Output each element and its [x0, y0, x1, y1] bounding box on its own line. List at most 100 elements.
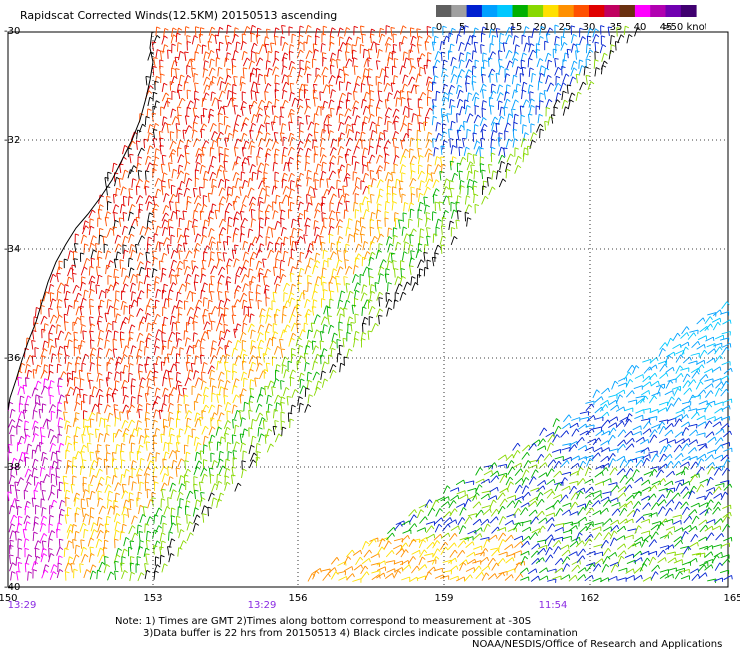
wind-barb [217, 100, 220, 110]
wind-barb-flag [323, 249, 328, 253]
wind-barb-flag [482, 100, 487, 103]
wind-barb-flag [498, 100, 503, 103]
wind-barb-flag [346, 176, 351, 179]
wind-barb-flag [201, 164, 206, 168]
colorbar-label: 35 [610, 22, 623, 33]
wind-barb-flag [339, 81, 344, 84]
wind-barb-flag [317, 202, 322, 206]
wind-barb [314, 226, 317, 236]
wind-barb [175, 332, 178, 342]
wind-barb [119, 259, 121, 269]
wind-barb [211, 97, 216, 107]
wind-barb [258, 243, 261, 253]
wind-barb [362, 186, 367, 195]
wind-barb [161, 155, 164, 165]
wind-barb-flag [159, 65, 164, 68]
wind-barb [417, 155, 421, 165]
wind-barb-flag [381, 68, 386, 72]
wind-barb-flag [434, 146, 439, 150]
wind-barb-flag [362, 121, 367, 125]
wind-barb [450, 121, 453, 131]
wind-barb [48, 386, 50, 396]
wind-barb [320, 202, 323, 212]
wind-barb-flag [435, 179, 440, 183]
wind-barb [177, 90, 181, 99]
wind-barb-flag [372, 121, 376, 125]
wind-barb-flag [458, 84, 463, 88]
wind-barb [490, 130, 494, 140]
wind-barb-flag [240, 76, 245, 79]
wind-barb-flag [548, 99, 553, 103]
wind-barb [281, 52, 286, 62]
colorbar-label: 20 [534, 22, 547, 33]
wind-barb-flag [242, 204, 247, 208]
wind-barb [147, 51, 152, 61]
wind-barb [146, 243, 149, 253]
wind-barb [425, 139, 430, 149]
wind-barb [200, 153, 202, 163]
wind-barb-flag [437, 218, 442, 222]
wind-barb [153, 233, 155, 243]
wind-barb [307, 121, 312, 131]
wind-barb [170, 250, 175, 259]
wind-barb-flag [194, 218, 198, 222]
wind-barb-flag [509, 60, 513, 64]
wind-barb-flag [291, 172, 295, 177]
wind-barb [152, 138, 156, 148]
wind-barb [319, 154, 324, 164]
wind-barb [184, 75, 189, 85]
wind-barb [375, 209, 378, 219]
wind-barb-flag [419, 122, 424, 125]
wind-barb-flag [99, 234, 104, 238]
wind-barb [215, 49, 219, 59]
wind-barb [407, 218, 410, 228]
wind-barb-flag [177, 42, 182, 45]
wind-barb-flag [562, 82, 567, 86]
wind-barb-flag [323, 25, 328, 28]
wind-barb [105, 250, 108, 260]
wind-barb [363, 251, 368, 261]
wind-barb [464, 195, 467, 205]
wind-barb [446, 113, 449, 123]
wind-barb-flag [172, 210, 177, 214]
wind-barb [519, 105, 522, 115]
wind-barb [425, 217, 428, 227]
map-frame [7, 31, 729, 588]
wind-barb [266, 226, 269, 236]
wind-barb [569, 76, 574, 86]
wind-barb [211, 76, 214, 86]
wind-barb-flag [400, 139, 406, 142]
wind-barb-flag [616, 27, 621, 30]
wind-barb-flag [528, 35, 533, 38]
wind-barb [523, 42, 527, 52]
wind-barb [455, 139, 458, 149]
wind-barb [154, 188, 159, 198]
wind-barb-flag [193, 121, 198, 125]
wind-barb-flag [423, 121, 428, 124]
wind-barb-flag [329, 84, 334, 87]
wind-barb [233, 76, 236, 86]
wind-barb [298, 173, 301, 183]
wind-barb-flag [379, 165, 384, 169]
wind-barb [201, 97, 204, 108]
wind-barb [328, 99, 332, 109]
wind-barb [255, 34, 258, 44]
wind-barb-flag [234, 50, 239, 53]
wind-barb [239, 211, 243, 221]
wind-barb-flag [259, 200, 265, 204]
wind-barb-flag [320, 106, 325, 109]
wind-barb [224, 125, 228, 134]
wind-barb [138, 203, 141, 214]
wind-barb [345, 58, 350, 68]
wind-barb-flag [378, 81, 383, 84]
wind-barb [128, 372, 130, 383]
wind-barb [88, 209, 93, 219]
wind-barb-flag [237, 114, 242, 118]
wind-barb [163, 28, 166, 38]
wind-barb-flag [481, 32, 486, 36]
wind-barb [464, 42, 468, 52]
wind-barb-flag [236, 195, 241, 199]
wind-barb-flag [339, 236, 344, 240]
wind-barb-flag [280, 132, 285, 134]
wind-barb [272, 66, 276, 76]
